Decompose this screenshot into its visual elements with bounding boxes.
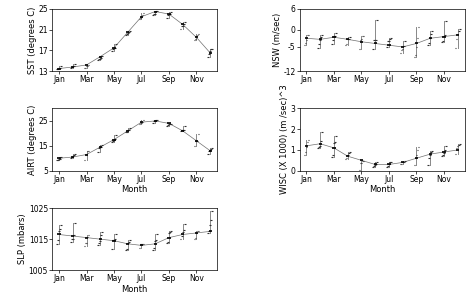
Y-axis label: AIRT (degrees C): AIRT (degrees C) bbox=[28, 105, 37, 175]
Y-axis label: WISC (X 1000) (m /sec)^3: WISC (X 1000) (m /sec)^3 bbox=[280, 85, 289, 195]
Y-axis label: NSW (m/sec): NSW (m/sec) bbox=[273, 13, 282, 67]
X-axis label: Month: Month bbox=[121, 185, 148, 194]
X-axis label: Month: Month bbox=[121, 285, 148, 294]
X-axis label: Month: Month bbox=[369, 185, 395, 194]
Y-axis label: SST (degrees C): SST (degrees C) bbox=[28, 6, 37, 74]
Y-axis label: SLP (mbars): SLP (mbars) bbox=[18, 214, 27, 264]
